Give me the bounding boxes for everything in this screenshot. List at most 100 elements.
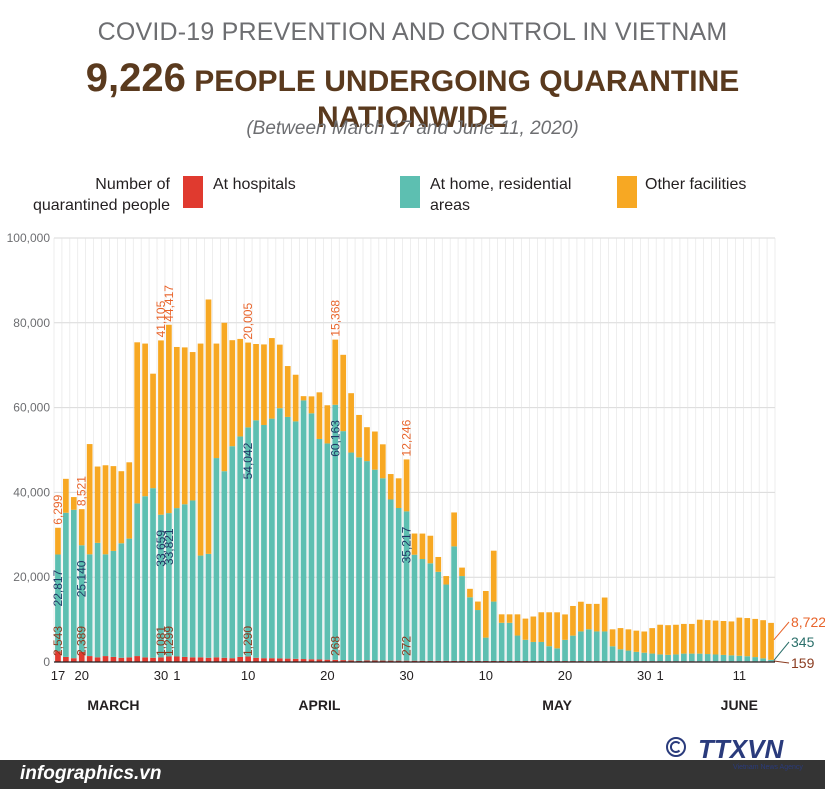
bar-home [451,546,457,661]
bar-other [768,622,774,660]
y-tick-label: 40,000 [13,485,50,499]
bar-home [530,641,537,662]
bar-other [126,462,133,539]
bar-other [55,527,61,555]
bar-other [356,414,362,458]
bar-other [134,342,141,504]
bar-hospitals [150,657,156,662]
day-tick-label: 1 [173,668,180,683]
end-label-leader [773,641,790,661]
bar-home [427,563,434,661]
bar-hospitals [245,656,251,662]
bar-home [665,654,671,662]
end-label-other: 8,722 [791,614,825,630]
bar-hospitals [158,657,164,662]
bar-hospitals [269,658,275,662]
home-value-label: 54,042 [241,442,255,479]
home-value-label: 33,821 [162,528,176,565]
bar-other [173,346,180,509]
bar-home [55,554,61,652]
bar-home [308,413,315,660]
bar-other [506,614,513,623]
bar-home [482,637,489,661]
bar-hospitals [110,656,117,662]
bar-home [467,597,473,661]
bar-home [696,653,703,662]
bar-hospitals [102,656,109,662]
bar-home [506,622,513,661]
day-tick-label: 10 [241,668,255,683]
bar-other [395,478,402,509]
bar-hospitals [221,657,228,662]
bar-home [158,514,164,658]
bar-home [229,446,236,659]
bar-other [728,621,735,656]
bar-other [181,347,188,505]
top-value-label: 15,368 [328,300,342,337]
bar-home [562,639,568,662]
y-tick-label: 20,000 [13,570,50,584]
bar-home [126,538,133,658]
bar-other [364,427,370,462]
bar-home [387,499,394,661]
title-number: 9,226 [85,56,186,100]
bar-home [578,631,584,662]
legend-label-home: At home, residential areas [430,174,571,216]
copyright-icon-c [670,741,681,753]
bar-home [403,511,410,661]
bar-other [752,618,759,658]
top-value-label: 8,521 [75,476,89,506]
bar-hospitals [308,659,315,662]
bar-hospitals [173,656,180,662]
bar-other [340,354,347,432]
bar-home [641,652,648,662]
legend-label-home-line2: areas [430,197,471,214]
bar-home [736,655,743,662]
end-label-home: 345 [791,634,815,650]
bar-home [752,657,759,662]
bar-home [284,416,291,659]
bar-hospitals [348,660,354,662]
bar-other [570,605,576,636]
bar-home [570,635,576,662]
bar-other [237,338,244,437]
bar-home [94,542,101,658]
bar-home [118,543,125,658]
y-tick-label: 60,000 [13,401,50,415]
bar-home [102,554,109,657]
bar-home [681,653,687,662]
bar-home [760,658,766,662]
bar-other [308,396,315,414]
bar-hospitals [78,651,85,662]
main-title: 9,226 PEOPLE UNDERGOING QUARANTINE NATIO… [0,56,825,135]
bar-home [181,504,188,657]
bar-other [292,374,299,422]
bar-other [403,459,410,512]
bar-home [443,584,450,661]
bar-other [712,620,719,655]
bar-other [530,616,537,642]
bar-other [411,533,418,555]
bar-other [245,342,251,428]
bar-home [538,641,545,662]
bar-home [609,646,616,662]
hospital-value-label: 268 [328,636,342,656]
legend-swatch-hospitals [183,176,203,208]
bar-other [78,509,85,546]
bar-hospitals [324,659,331,662]
bar-hospitals [118,657,125,662]
legend-label-home-line1: At home, residential [430,176,572,193]
bar-other [379,444,386,479]
bar-home [720,654,727,662]
month-label: MARCH [87,697,139,713]
bar-other [578,601,584,632]
bar-home [324,443,331,660]
bar-home [546,646,553,662]
hospital-value-label: 1,081 [154,626,168,656]
bar-home [712,654,719,662]
day-tick-label: 20 [74,668,88,683]
bar-home [213,458,220,658]
bar-hospitals [403,660,410,662]
bar-home [554,648,560,662]
